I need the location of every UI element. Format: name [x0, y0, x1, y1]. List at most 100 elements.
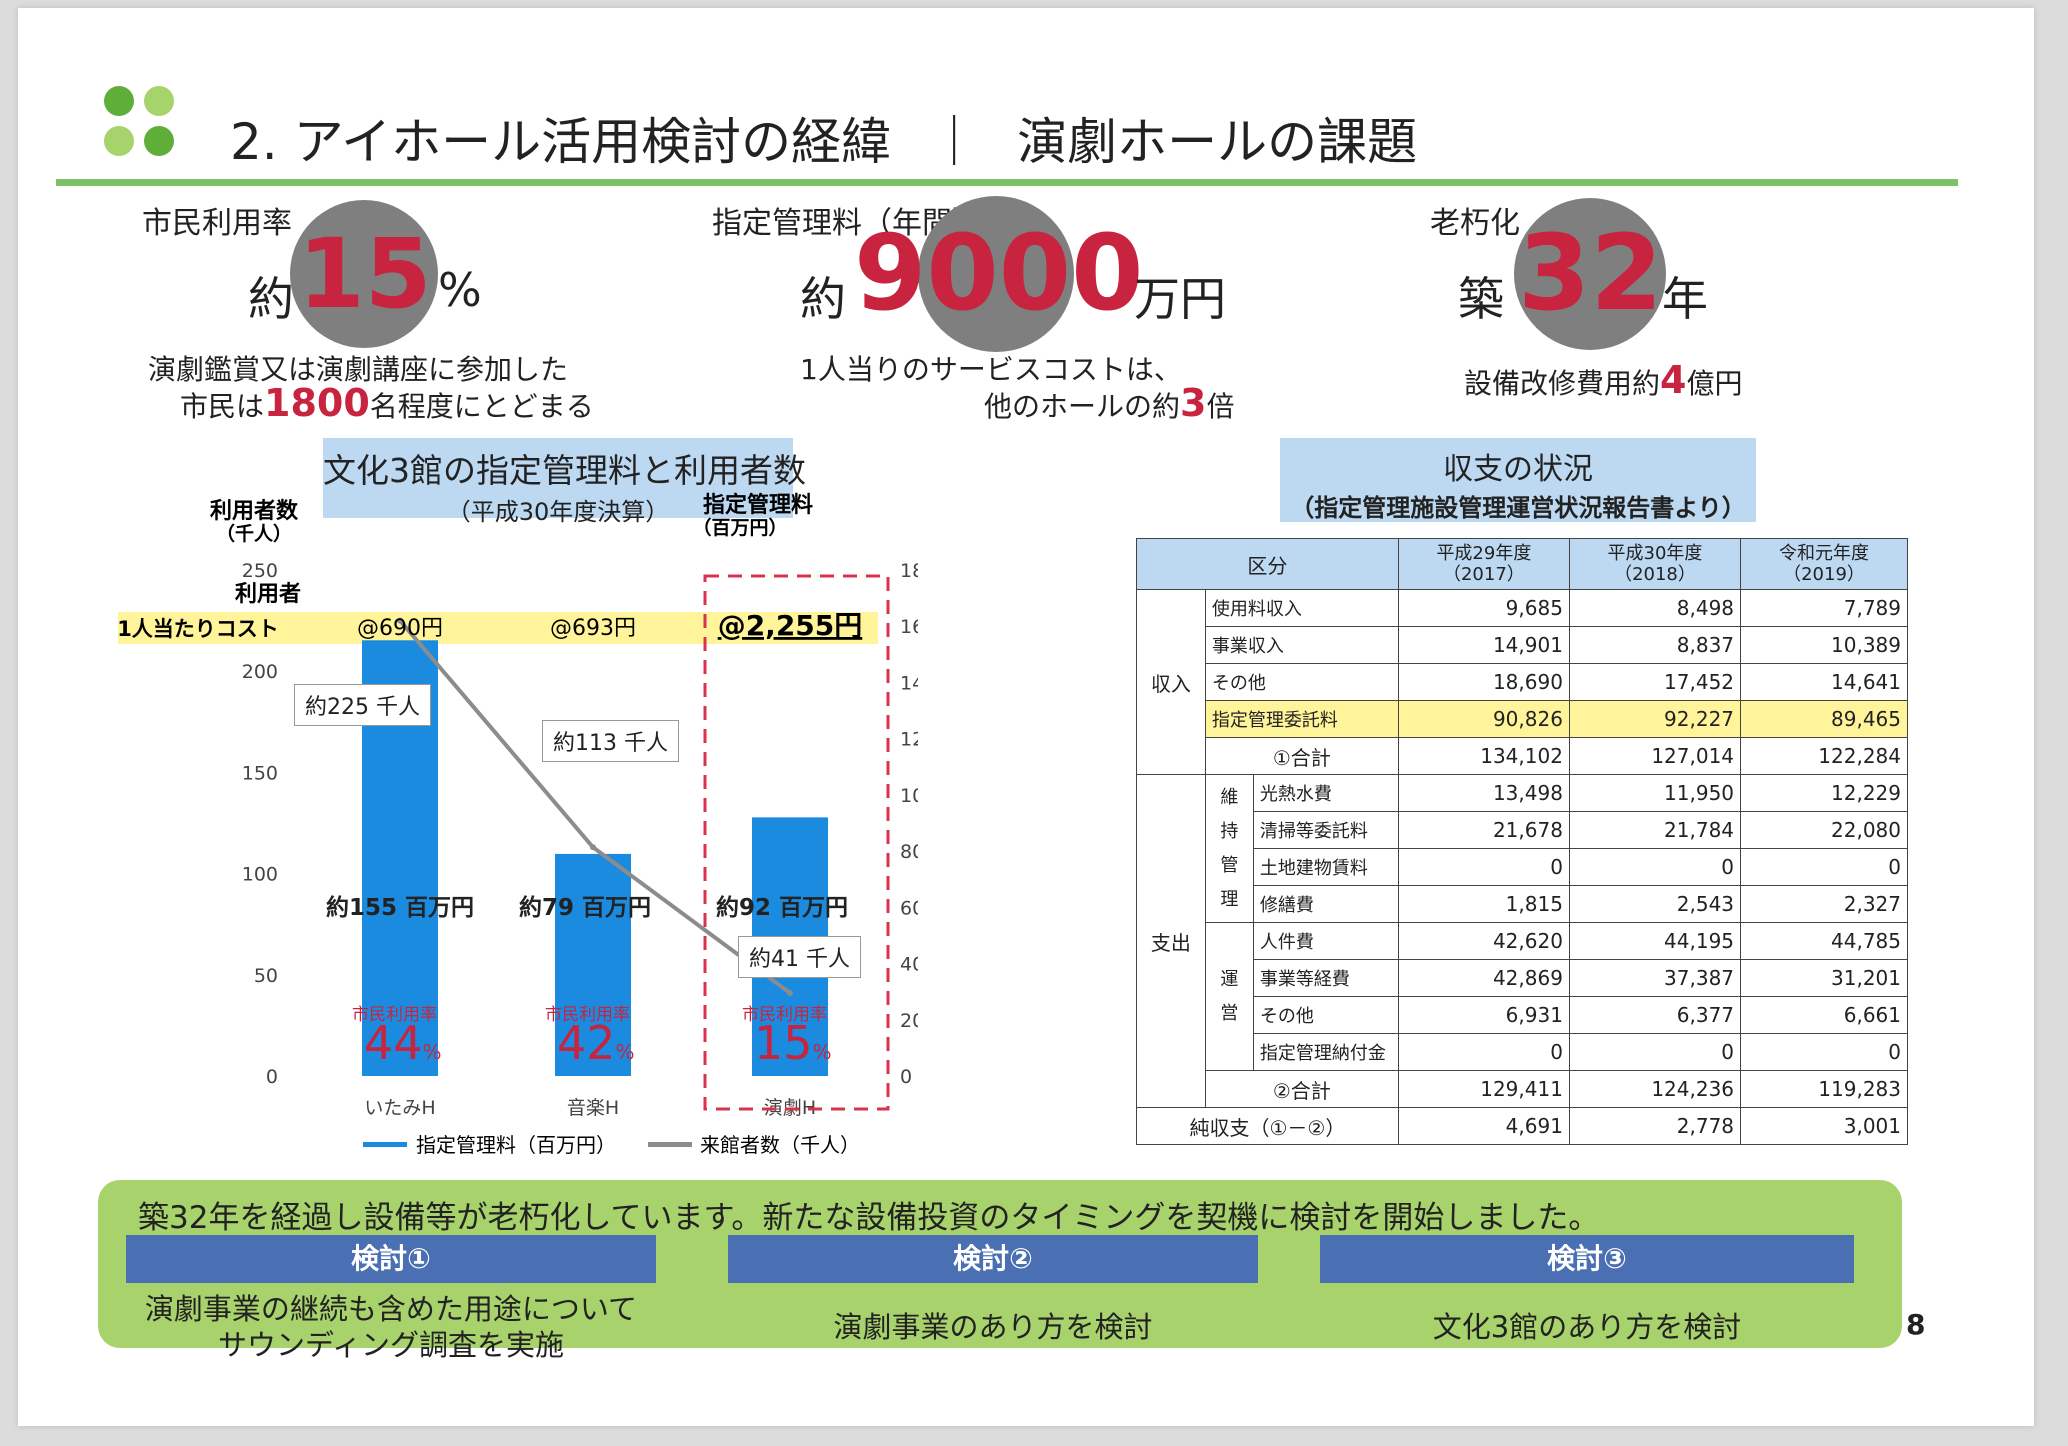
row-label: ①合計: [1204, 737, 1399, 775]
row-label: その他: [1204, 663, 1399, 701]
cell: 0: [1397, 848, 1570, 886]
cell: 42,620: [1397, 922, 1570, 960]
kpi-citizen-usage-label: 市民利用率: [142, 206, 292, 241]
title-divider: [56, 179, 1958, 186]
finance-table: 区分 平成29年度 （2017） 平成30年度 （2018） 令和元年度 （2019）…: [1136, 538, 1908, 1145]
cost-band: [118, 612, 878, 644]
right-axis-tick: 20: [900, 1010, 918, 1032]
legend-bar-label: 指定管理料（百万円）: [416, 1133, 616, 1157]
table-header-year: 平成30年度 （2018）: [1568, 538, 1742, 590]
category-label: いたみH: [364, 1097, 435, 1119]
table-row: 事業収入 14,901 8,837 10,389: [1137, 626, 1908, 664]
kpi-aging-prefix: 築: [1458, 272, 1504, 326]
cell: 6,931: [1397, 996, 1570, 1034]
maintenance-group-label: 維持管理: [1204, 774, 1254, 923]
cost-row-label-line1: 利用者: [235, 582, 301, 607]
table-row-highlight: 指定管理委託料 90,826 92,227 89,465: [1137, 700, 1908, 738]
income-group-label: 収入: [1136, 589, 1206, 775]
row-label: 事業収入: [1204, 626, 1399, 664]
cell: 12,229: [1740, 774, 1908, 812]
cell: 14,901: [1397, 626, 1570, 664]
left-axis-tick: 250: [242, 560, 278, 582]
cell: 6,377: [1568, 996, 1742, 1034]
cell: 13,498: [1397, 774, 1570, 812]
kpi-citizen-usage-value: 15: [298, 218, 432, 330]
right-axis-tick: 40: [900, 954, 918, 976]
finance-box-subtitle: （指定管理施設管理運営状況報告書より）: [1290, 494, 1746, 522]
bar-value-label: 約79 百万円: [519, 895, 652, 921]
bar-management-fee: [555, 853, 631, 1076]
cell: 10,389: [1740, 626, 1908, 664]
cell: 9,685: [1397, 589, 1570, 627]
row-label: 光熱水費: [1252, 774, 1399, 812]
visitor-point: [787, 990, 793, 997]
row-label: ②合計: [1204, 1070, 1399, 1108]
table-row: 清掃等委託料 21,678 21,784 22,080: [1137, 811, 1908, 849]
kpi-aging-desc1: 設備改修費用約4億円: [1464, 358, 1743, 402]
legend-bar-swatch: [363, 1142, 407, 1147]
table-row: その他 18,690 17,452 14,641: [1137, 663, 1908, 701]
cell: 92,227: [1568, 700, 1742, 738]
kpi-citizen-usage-unit: %: [438, 263, 482, 317]
left-axis-tick: 50: [254, 965, 278, 987]
table-row: 修繕費 1,815 2,543 2,327: [1137, 885, 1908, 923]
kpi-citizen-usage-desc1: 演劇鑑賞又は演劇講座に参加した: [148, 353, 569, 386]
bottom-banner: 築32年を経過し設備等が老朽化しています。新たな設備投資のタイミングを契機に検討…: [98, 1180, 1902, 1362]
cell: 17,452: [1568, 663, 1742, 701]
cell: 2,327: [1740, 885, 1908, 923]
row-label: 修繕費: [1252, 885, 1399, 923]
table-row: その他 6,931 6,377 6,661: [1137, 996, 1908, 1034]
study-item-1-line1: 演劇事業の継続も含めた用途について: [144, 1292, 638, 1326]
cell: 3,001: [1740, 1107, 1908, 1145]
chart-overlay: 約225 千人 約113 千人 約41 千人 約155 百万円 約79 百万円 約92 百…: [118, 488, 918, 1168]
kpi-management-fee-circle: [918, 196, 1074, 352]
table-header-category: 区分: [1136, 538, 1399, 590]
cell: 134,102: [1397, 737, 1570, 775]
table-row: ②合計 129,411 124,236 119,283: [1137, 1070, 1908, 1108]
cell: 0: [1568, 848, 1742, 886]
visitor-callout: 約41 千人: [738, 936, 861, 978]
table-row: 支出 維持管理 光熱水費 13,498 11,950 12,229: [1136, 774, 1908, 1108]
banner-headline: 築32年を経過し設備等が老朽化しています。新たな設備投資のタイミングを契機に検討…: [138, 1200, 1600, 1236]
cell: 0: [1740, 848, 1908, 886]
cell: 0: [1568, 1033, 1742, 1071]
right-axis-tick: 0: [900, 1066, 912, 1088]
table-row: 収入 使用料収入 9,685 8,498 7,789: [1136, 589, 1908, 775]
cost-row-label-line2: 1人当たりコスト: [118, 617, 279, 641]
citizen-rate-value: 44%: [364, 1016, 442, 1070]
right-axis-tick: 120: [900, 729, 918, 751]
row-label: 純収支（①－②）: [1136, 1107, 1399, 1145]
left-axis-title-line2: （千人）: [216, 522, 292, 545]
visitor-point: [397, 617, 403, 624]
cell: 21,678: [1397, 811, 1570, 849]
page-number: 8: [1906, 1308, 1926, 1341]
cost-per-user-label: @690円: [357, 616, 443, 641]
cell: 42,869: [1397, 959, 1570, 997]
row-label: 指定管理委託料: [1204, 700, 1399, 738]
cell: 2,543: [1568, 885, 1742, 923]
kpi-aging-label: 老朽化: [1430, 206, 1520, 241]
study-item-1-line2: サウンディング調査を実施: [218, 1328, 564, 1362]
left-axis-title-line1: 利用者数: [210, 498, 299, 524]
cost-per-user-label: @693円: [550, 616, 636, 641]
left-axis-tick: 0: [266, 1066, 278, 1088]
cell: 2,778: [1568, 1107, 1742, 1145]
slide-page: 2. アイホール活用検討の経緯｜演劇ホールの課題 市民利用率 約 15 % 演劇…: [18, 8, 2034, 1426]
cell: 14,641: [1740, 663, 1908, 701]
cell: 11,950: [1568, 774, 1742, 812]
cell: 31,201: [1740, 959, 1908, 997]
legend-line-label: 来館者数（千人）: [700, 1133, 860, 1157]
cell: 127,014: [1568, 737, 1742, 775]
row-label: 指定管理納付金: [1252, 1033, 1399, 1071]
right-axis-tick: 100: [900, 785, 918, 807]
category-label: 音楽H: [567, 1097, 619, 1119]
study-item-3-line1: 文化3館のあり方を検討: [1432, 1310, 1742, 1344]
chart-box-title: 文化3館の指定管理料と利用者数: [323, 451, 806, 490]
right-axis-tick: 60: [900, 897, 918, 919]
row-label: 使用料収入: [1204, 589, 1399, 627]
table-header-year: 平成29年度 （2017）: [1397, 538, 1570, 590]
cell: 0: [1397, 1033, 1570, 1071]
row-label: 事業等経費: [1252, 959, 1399, 997]
row-label: 土地建物賃料: [1252, 848, 1399, 886]
cell: 44,785: [1740, 922, 1908, 960]
